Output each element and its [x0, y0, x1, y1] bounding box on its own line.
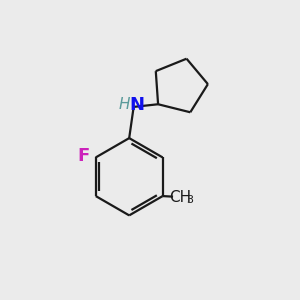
Text: N: N — [129, 96, 144, 114]
Text: H: H — [118, 97, 130, 112]
Text: 3: 3 — [186, 195, 193, 205]
Text: CH: CH — [169, 190, 191, 205]
Text: F: F — [77, 147, 89, 165]
